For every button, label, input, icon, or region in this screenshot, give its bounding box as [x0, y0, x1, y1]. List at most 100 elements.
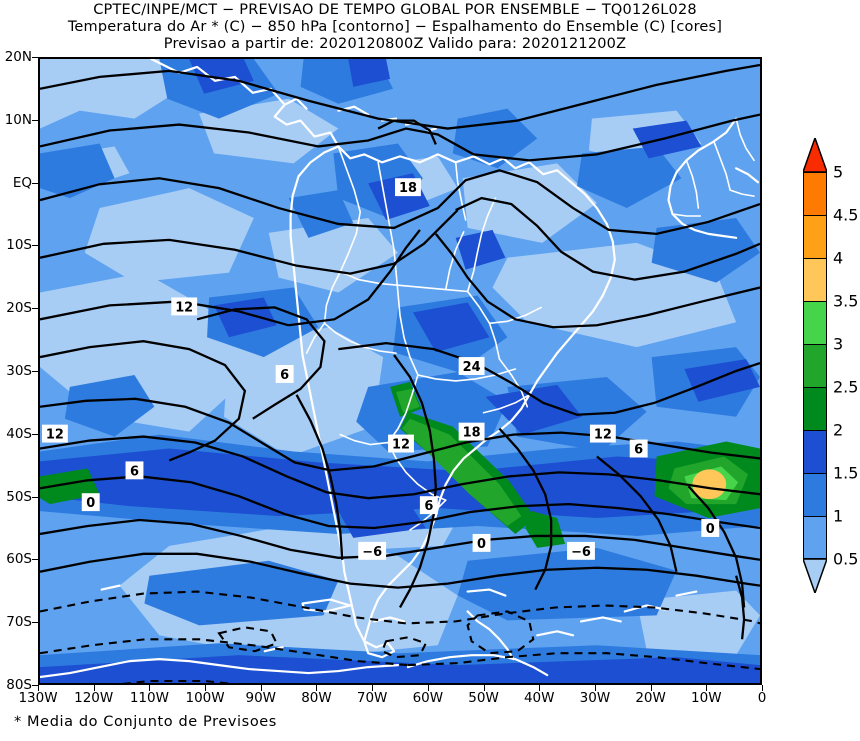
colorbar-tick-label: 3 — [833, 334, 844, 354]
x-axis-tick-label: 60W — [412, 690, 444, 706]
y-axis-tick — [32, 433, 38, 435]
y-axis-tick-label: 80S — [6, 677, 32, 693]
svg-text:−6: −6 — [362, 545, 382, 560]
svg-text:6: 6 — [634, 442, 643, 457]
svg-text:12: 12 — [175, 300, 193, 315]
x-axis-tick-label: 70W — [356, 690, 388, 706]
y-axis-tick — [32, 245, 38, 247]
x-axis-tick — [427, 685, 429, 691]
y-axis-tick-label: 30S — [6, 363, 32, 379]
x-axis-tick-label: 90W — [245, 690, 277, 706]
contour-labels: 18 24 12 12 6 12 18 12 — [41, 178, 720, 560]
x-axis-tick — [149, 685, 151, 691]
y-axis-tick-label: 60S — [6, 551, 32, 568]
x-axis-tick — [93, 685, 95, 691]
y-axis-tick-label: 10S — [6, 237, 32, 254]
y-axis-tick — [32, 559, 38, 561]
coastlines — [40, 59, 760, 679]
colorbar: 0.5 1 1.5 2 2.5 3 3.5 4 4.5 5 — [803, 138, 858, 593]
svg-text:12: 12 — [594, 428, 612, 443]
y-axis-tick — [32, 371, 38, 372]
y-axis-tick-label: 20S — [6, 300, 32, 317]
x-axis-tick — [372, 685, 374, 691]
x-axis-tick — [539, 685, 541, 691]
svg-text:12: 12 — [46, 428, 64, 443]
colorbar-tick-label: 4 — [833, 248, 844, 268]
title-line-model: CPTEC/INPE/MCT − PREVISAO DE TEMPO GLOBA… — [93, 2, 697, 18]
y-axis-tick — [32, 622, 38, 624]
temperature-contours-negative — [40, 590, 760, 683]
spread-shading-3p5-4 — [692, 469, 727, 500]
x-axis-tick — [316, 685, 318, 691]
colorbar-segment — [803, 430, 827, 473]
x-axis-tick-label: 20W — [635, 690, 666, 706]
svg-text:6: 6 — [130, 464, 139, 479]
svg-text:24: 24 — [463, 360, 481, 375]
colorbar-tick-label: 0.5 — [833, 549, 859, 569]
x-axis-tick — [762, 685, 763, 691]
svg-text:0: 0 — [86, 496, 95, 511]
x-axis-tick-label: 0 — [757, 690, 767, 706]
colorbar-segment — [803, 215, 827, 258]
x-axis-tick-label: 130W — [18, 690, 58, 706]
svg-text:12: 12 — [392, 438, 410, 453]
colorbar-min-arrow — [803, 559, 827, 593]
colorbar-segment — [803, 301, 827, 344]
colorbar-tick-label: 5 — [833, 162, 844, 182]
x-axis-tick — [706, 685, 708, 691]
y-axis-tick-label: 10N — [4, 111, 32, 128]
y-axis-tick-label: 50S — [6, 488, 32, 505]
x-axis-tick-label: 10W — [691, 690, 722, 706]
colorbar-tick-label: 4.5 — [833, 205, 859, 225]
y-axis-tick-label: 70S — [6, 614, 32, 631]
colorbar-segment — [803, 516, 827, 559]
spread-shading-1p5-2 — [40, 59, 760, 683]
x-axis-tick — [650, 685, 652, 691]
map-plot-area: 18 24 12 12 6 12 18 12 — [32, 57, 763, 691]
map-canvas: 18 24 12 12 6 12 18 12 — [38, 57, 762, 685]
y-axis-tick-label: 20N — [4, 49, 32, 65]
svg-text:6: 6 — [280, 368, 289, 383]
y-axis-tick-label: 40S — [6, 425, 32, 442]
colorbar-segment — [803, 172, 827, 215]
y-axis-tick — [32, 496, 38, 498]
colorbar-tick-label: 3.5 — [833, 291, 859, 311]
svg-text:−6: −6 — [571, 545, 591, 560]
chart-title-block: CPTEC/INPE/MCT − PREVISAO DE TEMPO GLOBA… — [0, 0, 790, 53]
x-axis-tick-label: 120W — [74, 690, 114, 706]
y-axis-tick — [32, 57, 38, 58]
x-axis-tick — [205, 685, 207, 691]
footnote: * Media do Conjunto de Previsoes — [14, 714, 277, 730]
x-axis-tick-label: 50W — [468, 690, 499, 706]
map-svg: 18 24 12 12 6 12 18 12 — [40, 59, 760, 683]
y-axis-tick-label: EQ — [12, 174, 32, 191]
title-line-times: Previsao a partir de: 2020120800Z Valido… — [163, 36, 627, 52]
temperature-contours-positive — [40, 63, 760, 640]
x-axis-tick-label: 110W — [129, 690, 169, 706]
x-axis-tick — [594, 685, 596, 691]
svg-text:0: 0 — [706, 522, 715, 537]
x-axis-tick-label: 40W — [523, 690, 555, 706]
colorbar-tick-label: 1.5 — [833, 463, 859, 483]
y-axis-tick — [32, 182, 38, 184]
svg-text:18: 18 — [463, 426, 481, 441]
y-axis-tick — [32, 685, 38, 686]
svg-text:18: 18 — [399, 181, 417, 196]
title-line-variable: Temperatura do Ar * (C) − 850 hPa [conto… — [67, 19, 723, 35]
x-axis-tick — [260, 685, 262, 691]
colorbar-segment — [803, 387, 827, 430]
colorbar-tick-label: 1 — [833, 506, 844, 526]
svg-text:0: 0 — [477, 537, 486, 552]
colorbar-segment — [803, 344, 827, 387]
x-axis-tick — [483, 685, 485, 691]
colorbar-segment — [803, 473, 827, 516]
y-axis-tick — [32, 308, 38, 310]
x-axis-tick-label: 30W — [579, 690, 611, 706]
x-axis-tick-label: 100W — [185, 690, 225, 706]
svg-text:6: 6 — [424, 499, 433, 514]
colorbar-tick-label: 2.5 — [833, 377, 859, 397]
colorbar-max-arrow — [803, 138, 827, 172]
colorbar-segment — [803, 258, 827, 301]
x-axis-tick-label: 80W — [301, 690, 332, 706]
colorbar-tick-label: 2 — [833, 420, 844, 440]
